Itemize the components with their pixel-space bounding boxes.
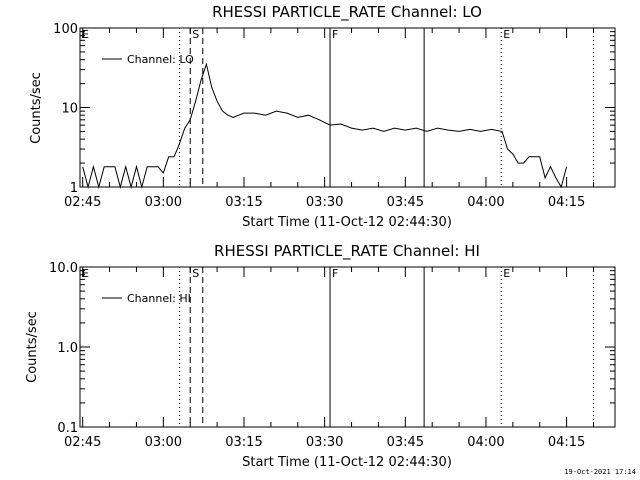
legend-label-hi: Channel: HI bbox=[127, 292, 191, 305]
y-tick-label-lo: 1 bbox=[70, 181, 78, 196]
footer-timestamp: 19-Oct-2021 17:14 bbox=[564, 468, 636, 476]
y-tick-label-hi: 0.1 bbox=[57, 421, 78, 436]
y-axis-label-lo: Counts/sec bbox=[29, 72, 44, 144]
x-axis-label-hi: Start Time (11-Oct-12 02:44:30) bbox=[242, 455, 452, 470]
plot-frame-lo bbox=[79, 27, 616, 188]
x-tick-label-hi: 03:30 bbox=[306, 435, 343, 450]
series-line-lo bbox=[82, 62, 568, 189]
y-axis-label-hi: Counts/sec bbox=[25, 311, 40, 383]
event-marker-label-hi: S bbox=[192, 267, 199, 280]
x-tick-label-hi: 04:15 bbox=[548, 435, 585, 450]
x-axis-label-lo: Start Time (11-Oct-12 02:44:30) bbox=[242, 215, 452, 230]
x-tick-label-lo: 03:00 bbox=[145, 195, 182, 210]
y-tick-label-lo: 100 bbox=[53, 22, 78, 37]
event-marker-label-lo: E bbox=[503, 28, 510, 41]
event-marker-label-lo: E bbox=[82, 28, 89, 41]
event-marker-label-hi: F bbox=[332, 267, 338, 280]
y-tick-label-hi: 10.0 bbox=[49, 261, 78, 276]
x-tick-label-lo: 04:00 bbox=[467, 195, 504, 210]
x-tick-label-hi: 04:00 bbox=[467, 435, 504, 450]
x-tick-label-lo: 02:45 bbox=[64, 195, 101, 210]
x-tick-label-hi: 02:45 bbox=[64, 435, 101, 450]
event-marker-label-hi: E bbox=[503, 267, 510, 280]
legend-label-lo: Channel: LO bbox=[127, 53, 194, 66]
x-tick-label-lo: 03:15 bbox=[225, 195, 262, 210]
plot-frame-hi bbox=[79, 266, 616, 428]
x-tick-label-lo: 03:45 bbox=[387, 195, 424, 210]
x-tick-label-hi: 03:00 bbox=[145, 435, 182, 450]
y-tick-label-hi: 1.0 bbox=[57, 341, 78, 356]
x-tick-label-hi: 03:45 bbox=[387, 435, 424, 450]
x-tick-label-lo: 03:30 bbox=[306, 195, 343, 210]
x-tick-label-lo: 04:15 bbox=[548, 195, 585, 210]
chart-title-lo: RHESSI PARTICLE_RATE Channel: LO bbox=[212, 3, 482, 22]
event-marker-label-lo: S bbox=[192, 28, 199, 41]
chart-title-hi: RHESSI PARTICLE_RATE Channel: HI bbox=[214, 242, 480, 261]
y-tick-label-lo: 10 bbox=[61, 102, 78, 117]
event-marker-label-hi: E bbox=[82, 267, 89, 280]
event-marker-label-lo: F bbox=[332, 28, 338, 41]
x-tick-label-hi: 03:15 bbox=[225, 435, 262, 450]
